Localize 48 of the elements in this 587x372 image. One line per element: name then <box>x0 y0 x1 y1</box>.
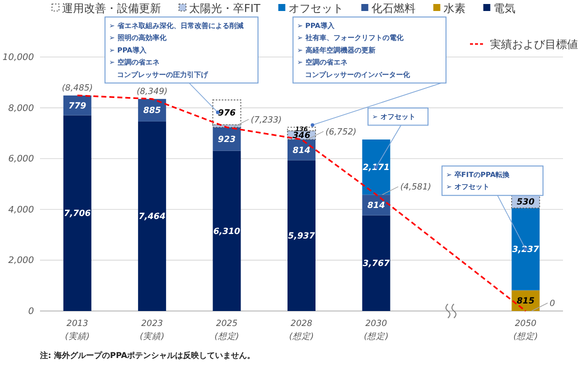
data-label: 7,706 <box>64 209 91 220</box>
text: 注: 海外グループのPPAポテンシャルは反映していません。 <box>39 351 256 360</box>
data-label: 779 <box>68 101 86 112</box>
y-tick-label: 8,000 <box>8 104 34 114</box>
data-label: (4,581) <box>400 182 432 193</box>
data-label: (7,233) <box>250 115 282 126</box>
data-label: 7,464 <box>138 212 166 222</box>
y-tick-label: 0 <box>28 307 34 317</box>
data-label: 976 <box>218 108 236 118</box>
y-tick-label: 4,000 <box>8 205 34 216</box>
data-label: 885 <box>143 106 162 116</box>
data-label: (8,349) <box>136 86 168 97</box>
data-label: 815 <box>516 296 535 307</box>
x-tick-label: 2028 (想定) <box>289 319 314 342</box>
data-label: 3,767 <box>362 259 390 270</box>
x-tick-label: 2013 (実績) <box>65 319 90 342</box>
y-tick-label: 2,000 <box>8 256 34 266</box>
data-label: (6,752) <box>326 128 356 138</box>
x-tick-label: 2050 (想定) <box>513 319 538 342</box>
x-tick-label: 2023 (実績) <box>140 319 164 342</box>
data-label: (8,485) <box>62 83 93 94</box>
bar <box>512 208 540 290</box>
y-tick-label: 6,000 <box>8 154 34 165</box>
legend-label: 化石燃料 <box>371 2 416 15</box>
data-label: 530 <box>516 197 535 208</box>
y-tick-label: 10,000 <box>2 53 34 63</box>
data-label: 923 <box>218 134 236 145</box>
legend-label: オフセット <box>288 2 344 15</box>
legend-label: 電気 <box>493 2 516 15</box>
legend-label: 実績および目標値 <box>490 38 578 51</box>
data-label: 0 <box>550 299 556 309</box>
bar <box>362 215 390 311</box>
bar <box>138 121 166 311</box>
legend-label: 水素 <box>443 2 466 15</box>
x-tick-label: 2025 (想定) <box>214 319 240 342</box>
bar <box>212 150 241 311</box>
bar <box>63 115 92 311</box>
legend-label: 太陽光・卒FIT <box>189 2 261 15</box>
legend-label: 運用改善・設備更新 <box>62 2 161 15</box>
data-label: 6,310 <box>213 226 240 237</box>
data-label: 814 <box>367 200 386 211</box>
x-tick-label: 2030 (想定) <box>364 319 389 342</box>
data-label: 814 <box>292 146 310 156</box>
bar <box>362 140 390 195</box>
data-label: 2,171 <box>362 163 390 174</box>
data-label: 346 <box>292 131 310 142</box>
data-label: 5,937 <box>288 232 316 242</box>
bar <box>288 160 316 311</box>
